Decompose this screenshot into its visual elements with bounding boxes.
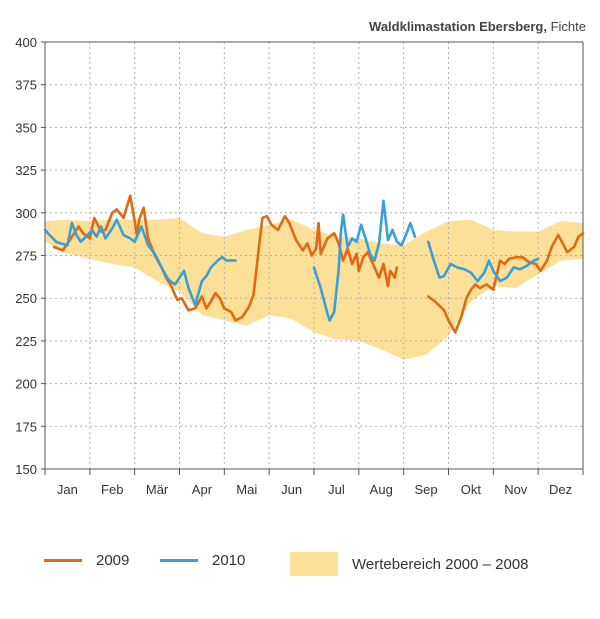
x-tick-label-7: Jul [328, 482, 345, 497]
x-tick-label-1: Jan [57, 482, 78, 497]
y-tick-label-225: 225 [15, 334, 37, 349]
series-2010-line-3 [426, 240, 540, 283]
series-2009-line-2 [426, 232, 585, 334]
chart-title-rest: Fichte [546, 19, 586, 34]
series-2009-line-1 [52, 194, 399, 322]
x-tick-label-8: Aug [370, 482, 393, 497]
x-tick-label-4: Apr [192, 482, 213, 497]
y-tick-label-300: 300 [15, 206, 37, 221]
x-tick-label-11: Nov [504, 482, 528, 497]
legend-2010-swatch [160, 559, 198, 562]
y-tick-label-400: 400 [15, 35, 37, 50]
y-tick-label-375: 375 [15, 78, 37, 93]
series-2010-line-1 [43, 218, 237, 307]
y-tick-label-250: 250 [15, 291, 37, 306]
legend-2009-swatch [44, 559, 82, 562]
x-tick-label-6: Jun [281, 482, 302, 497]
y-tick-label-325: 325 [15, 163, 37, 178]
y-tick-label-350: 350 [15, 120, 37, 135]
series-2010-line-2 [312, 199, 417, 322]
legend-2010: 2010 [160, 552, 245, 569]
chart-title: Waldklimastation Ebersberg, Fichte [369, 19, 586, 34]
x-tick-label-10: Okt [461, 482, 482, 497]
x-tick-label-3: Mär [146, 482, 169, 497]
legend-2009: 2009 [44, 552, 129, 569]
legend-2010-label: 2010 [212, 552, 246, 569]
y-tick-label-275: 275 [15, 249, 37, 264]
x-tick-label-9: Sep [415, 482, 438, 497]
chart-title-bold: Waldklimastation Ebersberg, [369, 19, 547, 34]
legend-2009-label: 2009 [96, 552, 130, 569]
y-tick-label-150: 150 [15, 462, 37, 477]
legend-band: Wertebereich 2000 – 2008 [290, 552, 529, 576]
y-tick-label-200: 200 [15, 377, 37, 392]
x-tick-label-2: Feb [101, 482, 123, 497]
legend-band-label: Wertebereich 2000 – 2008 [352, 555, 529, 573]
x-tick-label-5: Mai [236, 482, 257, 497]
y-tick-label-175: 175 [15, 419, 37, 434]
legend-band-swatch [290, 552, 338, 576]
x-tick-label-12: Dez [549, 482, 572, 497]
